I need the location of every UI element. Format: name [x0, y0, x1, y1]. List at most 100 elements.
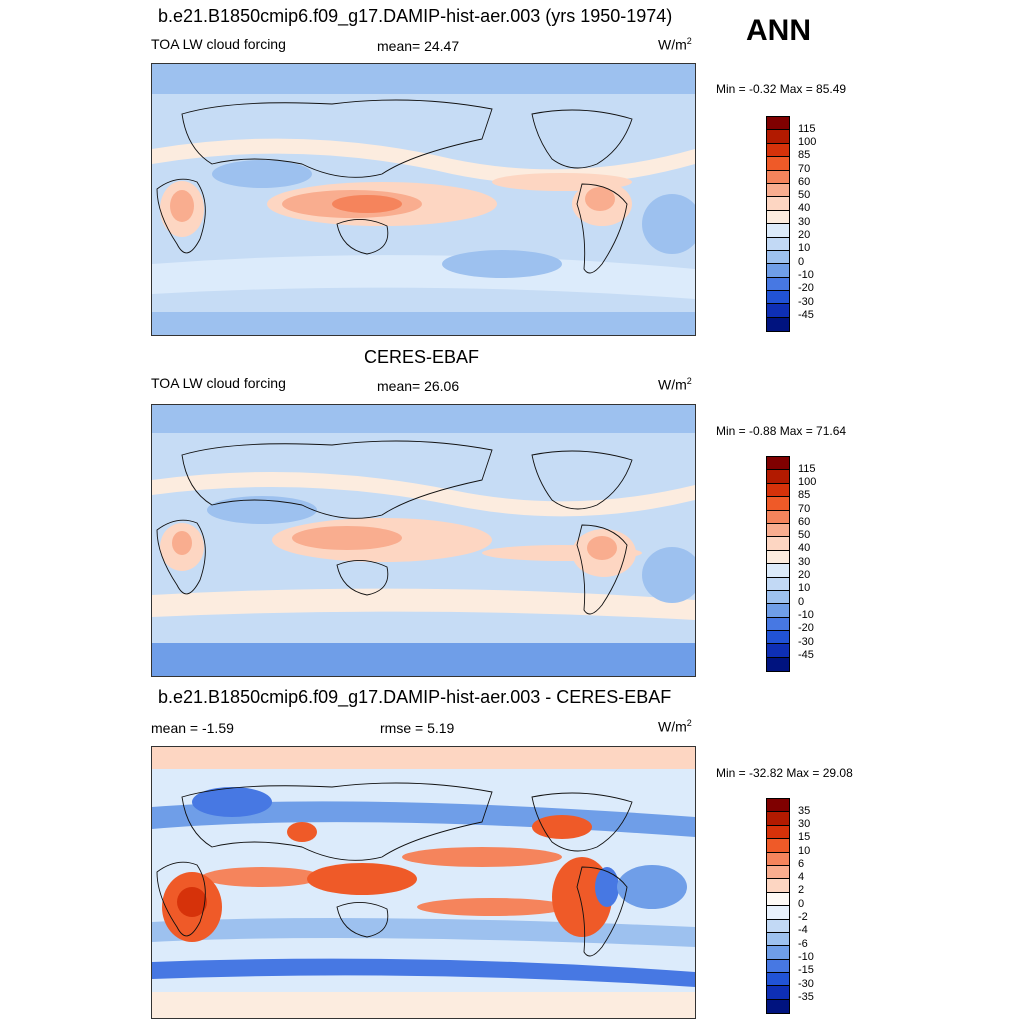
colorbar-swatch	[767, 117, 789, 131]
colorbar-swatch	[767, 999, 789, 1014]
colorbar-label: -15	[798, 964, 814, 976]
panel-1-minmax: Min = -0.32 Max = 85.49	[716, 82, 847, 96]
panel-2-map-field	[152, 405, 695, 676]
colorbar-label: 100	[798, 476, 817, 488]
colorbar-label: 85	[798, 489, 811, 501]
panel-1-colorbar	[766, 116, 790, 333]
colorbar-swatch	[767, 143, 789, 158]
colorbar-swatch	[767, 799, 789, 813]
panel-2-mean-label: mean= 26.06	[377, 378, 460, 394]
colorbar-swatch	[767, 644, 789, 658]
colorbar-label: 100	[798, 136, 817, 148]
colorbar-label: -10	[798, 269, 814, 281]
colorbar-swatch	[767, 919, 789, 933]
colorbar-swatch	[767, 946, 789, 960]
colorbar-label: 10	[798, 582, 811, 594]
colorbar-label: -6	[798, 938, 808, 950]
colorbar-label: -35	[798, 991, 814, 1003]
colorbar-label: 30	[798, 216, 811, 228]
colorbar-swatch	[767, 812, 789, 826]
colorbar-label: 2	[798, 884, 805, 896]
colorbar-label: -10	[798, 609, 814, 621]
colorbar-label: -45	[798, 649, 814, 661]
colorbar-label: 70	[798, 503, 811, 515]
colorbar-swatch	[767, 932, 789, 947]
colorbar-swatch	[767, 497, 789, 511]
colorbar-label: 30	[798, 556, 811, 568]
colorbar-swatch	[767, 865, 789, 880]
colorbar-swatch	[767, 170, 789, 184]
colorbar-swatch	[767, 537, 789, 551]
colorbar-label: 60	[798, 176, 811, 188]
colorbar-swatch	[767, 304, 789, 318]
colorbar-label: -20	[798, 622, 814, 634]
panel-3-minmax: Min = -32.82 Max = 29.08	[716, 766, 853, 780]
colorbar-swatch	[767, 604, 789, 618]
colorbar-swatch	[767, 277, 789, 292]
colorbar-swatch	[767, 906, 789, 920]
panel-3-map-field	[152, 747, 695, 1018]
panel-3-mean-label: mean = -1.59	[151, 720, 234, 736]
colorbar-label: -4	[798, 924, 808, 936]
panel-1-units: W/m2	[658, 36, 692, 53]
colorbar-swatch	[767, 577, 789, 591]
colorbar-swatch	[767, 510, 789, 524]
panel-1-title: b.e21.B1850cmip6.f09_g17.DAMIP-hist-aer.…	[158, 6, 673, 26]
colorbar-label: 40	[798, 542, 811, 554]
panel-2-colorbar	[766, 456, 790, 673]
colorbar-label: -2	[798, 911, 808, 923]
panel-1-map	[151, 63, 696, 336]
colorbar-label: 70	[798, 163, 811, 175]
colorbar-swatch	[767, 959, 789, 974]
colorbar-swatch	[767, 550, 789, 565]
colorbar-label: 0	[798, 256, 805, 268]
colorbar-swatch	[767, 590, 789, 605]
colorbar-swatch	[767, 986, 789, 1000]
colorbar-swatch	[767, 250, 789, 265]
colorbar-swatch	[767, 264, 789, 278]
panel-2-title: CERES-EBAF	[364, 347, 480, 367]
panel-1-variable-label: TOA LW cloud forcing	[151, 36, 286, 52]
colorbar-label: 4	[798, 871, 805, 883]
colorbar-swatch	[767, 457, 789, 471]
colorbar-label: 10	[798, 242, 811, 254]
colorbar-swatch	[767, 657, 789, 672]
colorbar-swatch	[767, 470, 789, 484]
colorbar-label: -30	[798, 296, 814, 308]
colorbar-swatch	[767, 237, 789, 251]
colorbar-label: 50	[798, 529, 811, 541]
colorbar-label: 30	[798, 818, 811, 830]
colorbar-swatch	[767, 617, 789, 632]
colorbar-label: 10	[798, 845, 811, 857]
colorbar-swatch	[767, 210, 789, 225]
colorbar-label: 20	[798, 569, 811, 581]
colorbar-label: 60	[798, 516, 811, 528]
colorbar-label: 0	[798, 596, 805, 608]
colorbar-label: 85	[798, 149, 811, 161]
colorbar-label: 6	[798, 858, 805, 870]
colorbar-swatch	[767, 130, 789, 144]
colorbar-label: 50	[798, 189, 811, 201]
colorbar-swatch	[767, 825, 789, 840]
colorbar-label: 40	[798, 202, 811, 214]
colorbar-label: -30	[798, 978, 814, 990]
colorbar-swatch	[767, 224, 789, 238]
colorbar-swatch	[767, 564, 789, 578]
colorbar-label: 20	[798, 229, 811, 241]
colorbar-swatch	[767, 483, 789, 498]
colorbar-swatch	[767, 317, 789, 332]
panel-2-map	[151, 404, 696, 677]
panel-3-colorbar	[766, 798, 790, 1015]
panel-2-variable-label: TOA LW cloud forcing	[151, 375, 286, 391]
colorbar-swatch	[767, 892, 789, 907]
panel-2-units: W/m2	[658, 376, 692, 393]
panel-3-map	[151, 746, 696, 1019]
colorbar-label: -20	[798, 282, 814, 294]
colorbar-swatch	[767, 879, 789, 893]
colorbar-swatch	[767, 183, 789, 198]
colorbar-label: 15	[798, 831, 811, 843]
season-label: ANN	[746, 14, 811, 47]
colorbar-swatch	[767, 852, 789, 866]
colorbar-swatch	[767, 839, 789, 853]
colorbar-swatch	[767, 973, 789, 987]
